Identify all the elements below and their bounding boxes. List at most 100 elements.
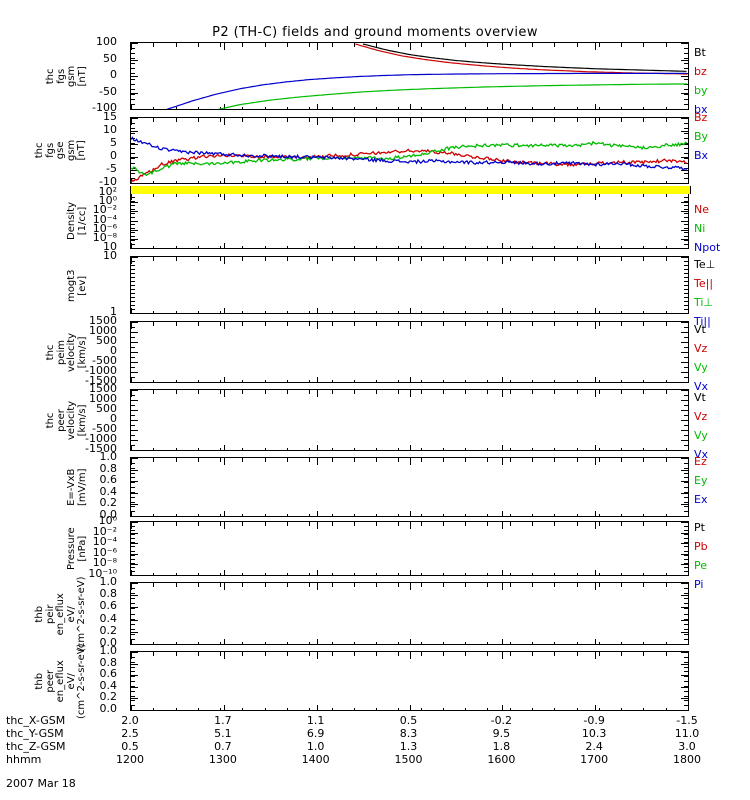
axis-row-label: thc_Z-GSM — [6, 740, 66, 753]
legend-item-Vz[interactable]: Vz — [694, 410, 708, 423]
legend-item-Te[interactable]: Te|| — [694, 277, 714, 290]
ytick-label: 1.0 — [99, 450, 118, 463]
ytick-label: 1500 — [89, 382, 117, 395]
axis-title-line: [nT] — [76, 65, 88, 86]
legend-item-Vx[interactable]: Vx — [694, 380, 709, 393]
legend-item-by[interactable]: by — [694, 84, 708, 97]
ytick-label: 0 — [110, 68, 117, 81]
legend-item-Vt[interactable]: Vt — [694, 391, 706, 404]
legend-item-Ey[interactable]: Ey — [694, 474, 708, 487]
legend-peim-velocity: Vt Vz Vy Vx — [694, 320, 708, 396]
axis-row-value: 1.0 — [306, 740, 325, 753]
panel-fgs-model-field-plot-area — [131, 43, 688, 109]
ytick-label: 10⁻⁸ — [92, 556, 117, 569]
legend-item-Ne[interactable]: Ne — [694, 203, 709, 216]
panel-fgs-model-field-axis-title: thc fgs gsm [nT] — [45, 65, 88, 86]
axis-title-line: Density — [66, 201, 77, 240]
axis-row-value: 1.3 — [399, 740, 418, 753]
legend-item-Vx[interactable]: Vx — [694, 448, 709, 461]
legend-item-Pe[interactable]: Pe — [694, 559, 708, 572]
ytick-label: -1500 — [85, 374, 117, 387]
legend-item-Bt[interactable]: Bt — [694, 46, 706, 59]
ytick-label: 500 — [96, 402, 117, 415]
ytick-label: 10⁰ — [98, 194, 117, 207]
legend-item-Vt[interactable]: Vt — [694, 323, 706, 336]
axis-row-value: 1600 — [487, 753, 516, 766]
ytick-label: 1000 — [89, 324, 117, 337]
panel-fgs-model-field-ytick-labels: 100 50 0 -50 -100 — [0, 36, 128, 113]
axis-title-line: mogt3 — [66, 269, 77, 302]
legend-item-Te[interactable]: Te⊥ — [694, 258, 716, 271]
legend-item-Bx[interactable]: Bx — [694, 149, 709, 162]
axis-title-line: [ev] — [76, 275, 88, 296]
trace-by — [217, 83, 687, 109]
trace-Bt — [362, 43, 687, 72]
ytick-label: -500 — [92, 422, 117, 435]
ytick-label: 0.4 — [99, 485, 118, 498]
panel-peir-energy-flux-plot-area — [131, 583, 688, 644]
axis-row-value: -0.9 — [583, 714, 605, 727]
axis-row-value: 1500 — [394, 753, 423, 766]
axis-row-label: thc_Y-GSM — [6, 727, 64, 740]
legend-item-Ti[interactable]: Ti|| — [694, 315, 711, 328]
axis-row-thc_X-GSM: thc_X-GSM 2.0 1.7 1.1 0.5 -0.2 -0.9 -1.5 — [0, 714, 750, 727]
ytick-label: 10⁰ — [98, 514, 117, 527]
ytick-label: 0 — [110, 149, 117, 162]
axis-title-line: en_eflux — [55, 660, 66, 703]
axis-row-hhmm: hhmm 1200 1300 1400 1500 1600 1700 1800 — [0, 753, 750, 766]
axis-title-line: (cm^2-s-sr-eV) — [76, 643, 87, 720]
panel-pressure — [130, 521, 689, 576]
ytick-label: 0.8 — [99, 462, 118, 475]
panel-temperature-plot-area — [131, 257, 688, 313]
legend-item-Vy[interactable]: Vy — [694, 429, 708, 442]
axis-row-label: hhmm — [6, 753, 42, 766]
panel-peer-energy-flux-axis-title: thb peer en_eflux eV/(cm^2-s-sr-eV) — [34, 643, 88, 720]
ytick-label: 0.0 — [99, 508, 118, 521]
panel-peim-velocity — [130, 321, 689, 383]
axis-row-value: 2.4 — [585, 740, 603, 753]
legend-item-Vy[interactable]: Vy — [694, 361, 708, 374]
axis-row-value: 2.5 — [121, 727, 139, 740]
legend-item-Bz[interactable]: Bz — [694, 111, 708, 124]
panel-pressure-plot-area — [131, 522, 688, 575]
axis-row-value: 1.7 — [214, 714, 232, 727]
x-axis-annotations: thc_X-GSM 2.0 1.7 1.1 0.5 -0.2 -0.9 -1.5 thc_Y-G… — [0, 714, 750, 790]
panel-peir-energy-flux-ytick-labels: 1.0 0.8 0.6 0.4 0.2 0.0 — [0, 576, 128, 649]
legend-item-Ti[interactable]: Ti⊥ — [694, 296, 714, 309]
ytick-label: 1000 — [89, 392, 117, 405]
legend-item-Vz[interactable]: Vz — [694, 342, 708, 355]
axis-row-value: 6.9 — [306, 727, 325, 740]
legend-item-By[interactable]: By — [694, 130, 709, 143]
ytick-label: 10⁻¹⁰ — [88, 567, 117, 580]
axis-title-line: thb — [34, 672, 45, 690]
ytick-label: 0 — [110, 412, 117, 425]
legend-item-Ez[interactable]: Ez — [694, 455, 707, 468]
legend-item-Pt[interactable]: Pt — [694, 521, 705, 534]
axis-row-value: 1200 — [116, 753, 144, 766]
ytick-label: 0.0 — [99, 636, 118, 649]
panel-electric-field — [130, 457, 689, 517]
panel-peir-energy-flux — [130, 582, 689, 645]
axis-title-line: Pressure — [66, 527, 77, 570]
axis-row-thc_Y-GSM: thc_Y-GSM 2.5 5.1 6.9 8.3 9.5 10.3 11.0 — [0, 727, 750, 740]
ytick-label: 5 — [110, 136, 117, 149]
ytick-label: 10⁻² — [92, 203, 117, 216]
legend-item-Pb[interactable]: Pb — [694, 540, 708, 553]
axis-title-line: velocity — [66, 332, 77, 372]
axis-title-line: thc — [34, 142, 45, 159]
panel-peer-velocity-axis-title: thc peer velocity [km/s] — [45, 400, 88, 439]
mode-bar — [130, 186, 691, 194]
axis-title-line: thc — [45, 67, 56, 84]
legend-item-Npot[interactable]: Npot — [694, 241, 721, 254]
ytick-label: 0 — [110, 344, 117, 357]
legend-item-Ni[interactable]: Ni — [694, 222, 706, 235]
legend-item-bx[interactable]: bx — [694, 103, 708, 116]
legend-item-bz[interactable]: bz — [694, 65, 707, 78]
panel-peer-velocity-ytick-labels: 1500 1000 500 0 -500 -1000 -1500 — [0, 383, 128, 454]
axis-row-value: 2.0 — [121, 714, 139, 727]
axis-title-line: [nT] — [76, 140, 87, 161]
legend-item-Pi[interactable]: Pi — [694, 578, 704, 591]
axis-title-line: E=-VxB — [66, 468, 77, 506]
legend-item-Ex[interactable]: Ex — [694, 493, 708, 506]
